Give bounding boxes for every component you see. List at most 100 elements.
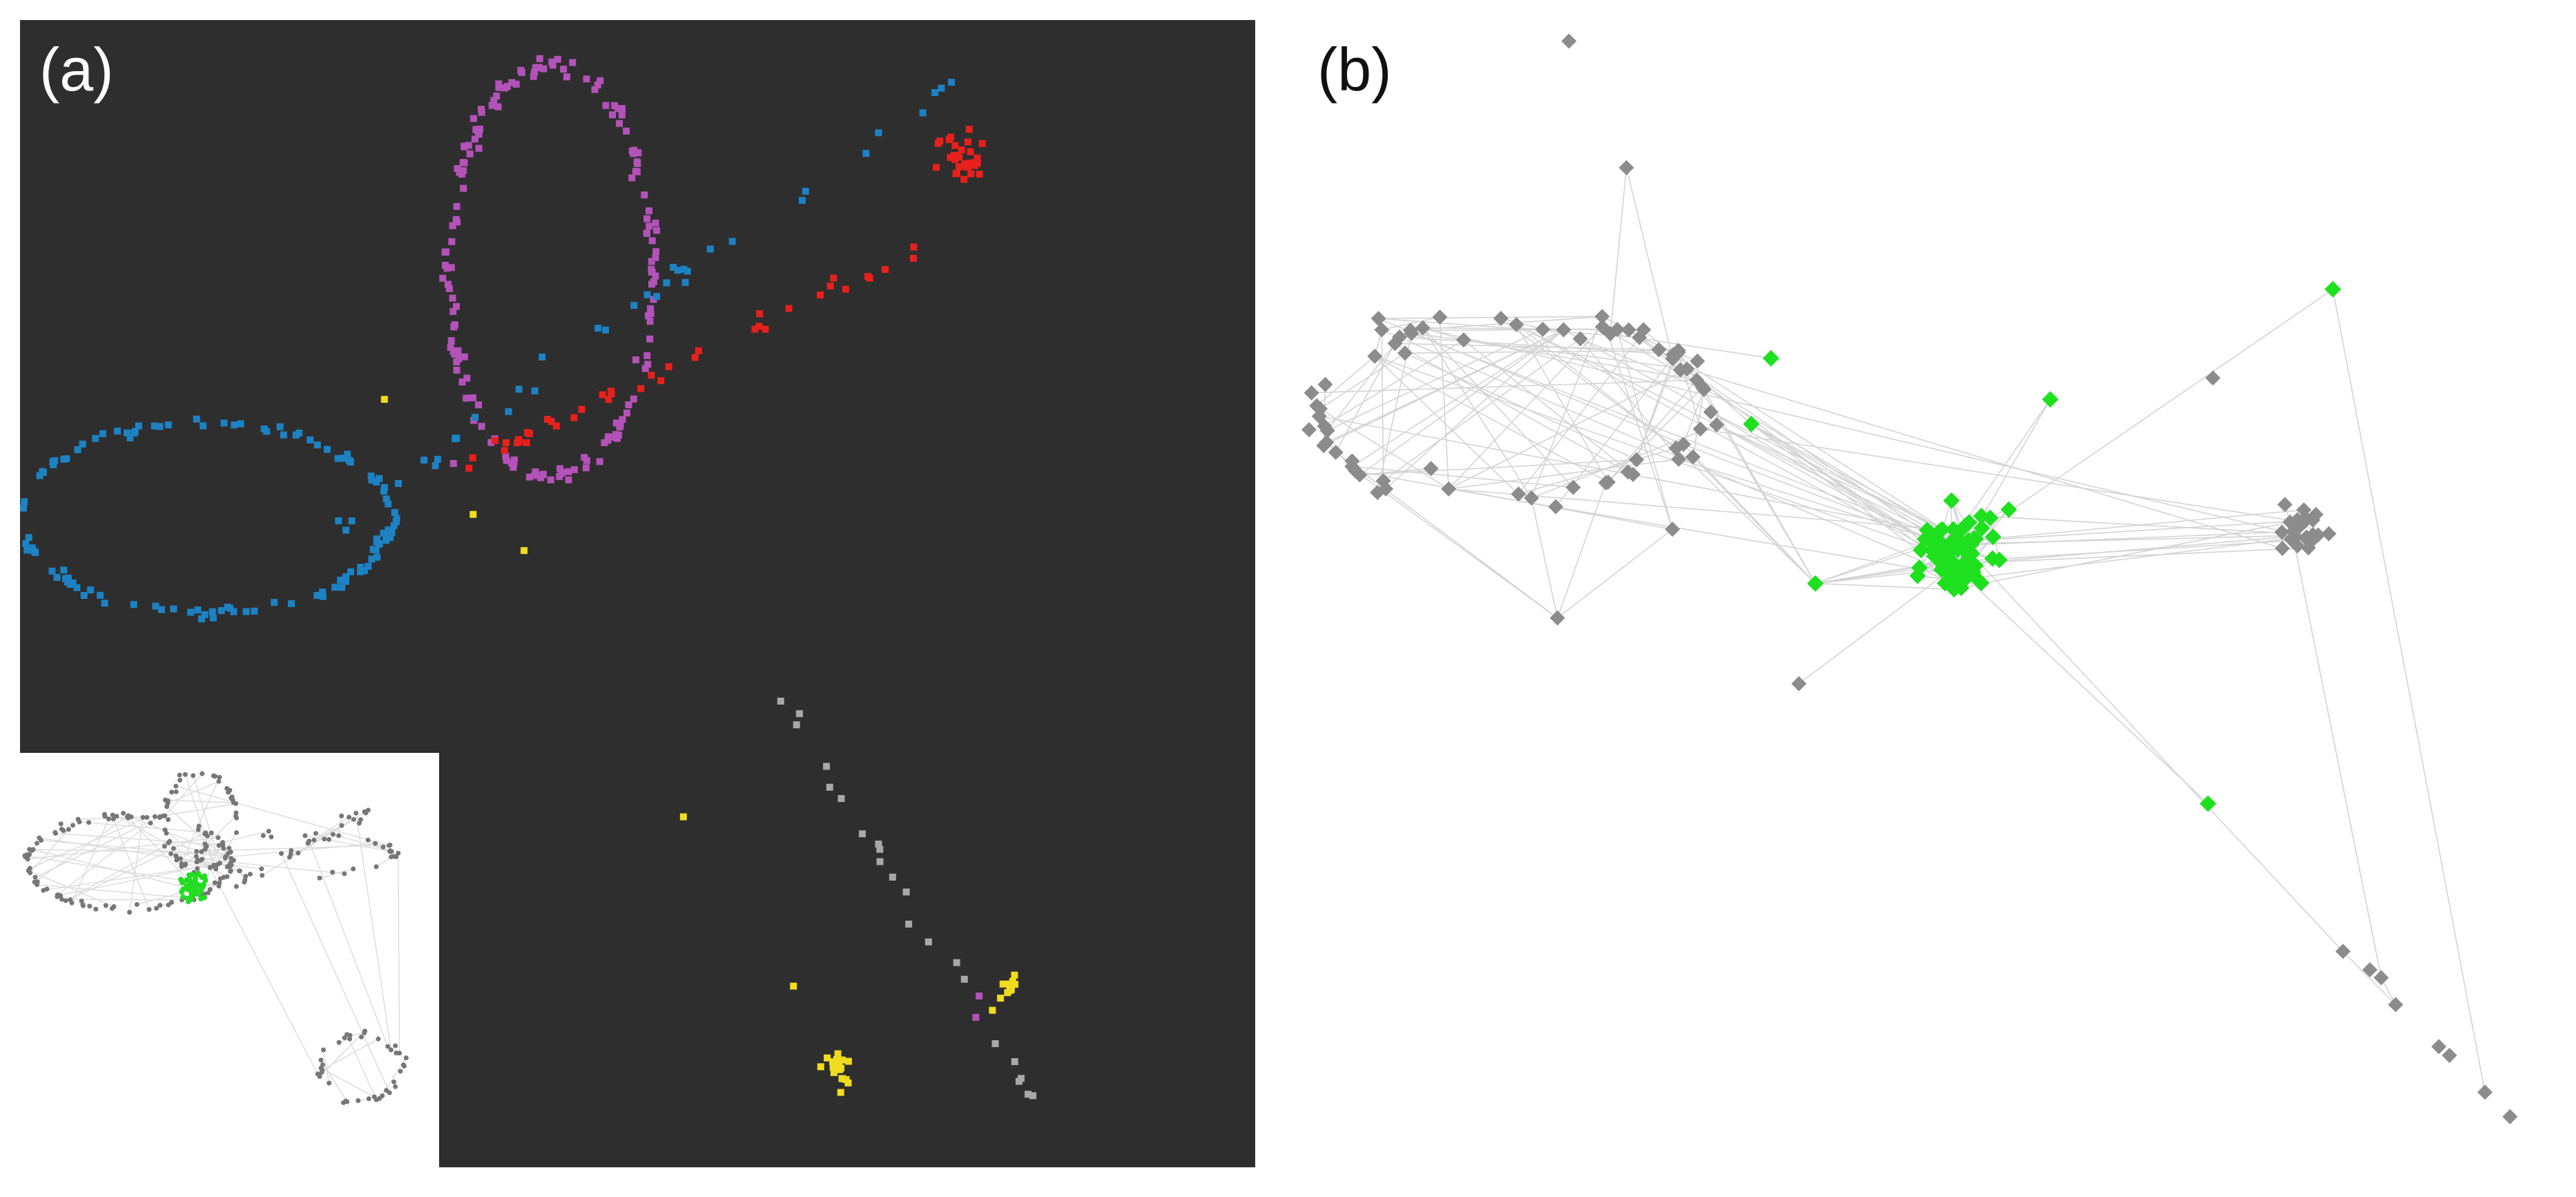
node [351, 816, 356, 822]
point [948, 79, 956, 86]
point [87, 586, 95, 594]
node [340, 1100, 346, 1105]
node [148, 821, 153, 826]
point [547, 476, 554, 483]
edge [355, 813, 392, 1051]
node [1919, 521, 1936, 539]
node [1665, 521, 1681, 537]
node [311, 837, 317, 843]
node [243, 874, 249, 879]
point [653, 293, 661, 300]
point [338, 584, 346, 591]
point [563, 73, 570, 81]
node [222, 854, 228, 860]
edge [316, 832, 329, 841]
edge [376, 856, 392, 868]
point [798, 197, 806, 204]
node [242, 877, 248, 883]
edge [165, 799, 234, 803]
node [260, 833, 266, 839]
edge [1326, 343, 1396, 431]
edge [1448, 326, 1603, 490]
point [938, 84, 945, 92]
point [958, 146, 965, 154]
node [320, 1062, 325, 1068]
point [608, 433, 616, 441]
point [591, 86, 599, 93]
node [35, 879, 40, 885]
node [193, 854, 199, 859]
node [373, 841, 378, 846]
point [637, 385, 645, 392]
edge [71, 818, 110, 903]
point [79, 440, 86, 448]
node [205, 890, 211, 896]
point [288, 600, 296, 607]
point [597, 77, 604, 84]
edge [1673, 354, 1957, 538]
node [1959, 535, 1976, 553]
point [461, 353, 468, 361]
node [1955, 572, 1973, 589]
edge [37, 884, 185, 899]
node [313, 831, 318, 836]
node [178, 877, 184, 883]
node [289, 848, 294, 853]
edge [1555, 349, 1679, 508]
point [524, 429, 532, 437]
point [924, 938, 932, 946]
node [209, 830, 214, 836]
node [193, 881, 200, 888]
point [967, 148, 974, 155]
node [200, 771, 205, 776]
node [233, 810, 239, 816]
node [1651, 342, 1667, 358]
edge [1422, 327, 1532, 499]
node [226, 845, 232, 851]
node [1947, 529, 1964, 546]
node [202, 846, 208, 852]
point [220, 419, 228, 427]
node [347, 1036, 353, 1042]
point [844, 1057, 852, 1065]
point [292, 431, 300, 439]
node [403, 1055, 409, 1061]
node [2000, 501, 2017, 518]
node [231, 800, 236, 805]
node [1317, 376, 1333, 392]
edge [1815, 582, 1955, 590]
point [539, 353, 546, 361]
panel-b-label: (b) [1317, 35, 1392, 104]
edge [346, 1034, 377, 1100]
node [266, 828, 271, 834]
point [392, 518, 400, 526]
edge [34, 815, 129, 883]
node [154, 906, 159, 911]
inset-background [20, 753, 439, 1167]
edge [30, 816, 148, 869]
point [648, 372, 655, 379]
point [463, 394, 470, 402]
node [2274, 524, 2290, 540]
point [391, 508, 398, 516]
point [648, 258, 655, 265]
point [645, 207, 652, 215]
node [27, 852, 32, 857]
point [862, 150, 870, 157]
node [217, 880, 222, 885]
node [342, 871, 347, 877]
node [305, 841, 311, 846]
point [950, 151, 958, 159]
edge [280, 853, 390, 1093]
edge [1335, 343, 1396, 453]
edge [55, 832, 222, 846]
point [388, 528, 396, 536]
point [465, 142, 472, 149]
node [320, 1067, 325, 1073]
node [1415, 320, 1431, 336]
edge [1687, 368, 2283, 549]
node [1304, 385, 1319, 401]
node [2324, 280, 2341, 298]
node [394, 1051, 399, 1056]
node [1404, 325, 1420, 341]
